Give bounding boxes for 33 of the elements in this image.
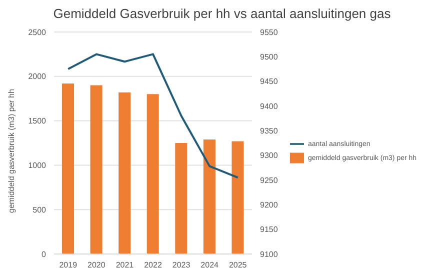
- x-tick-label: 2022: [144, 260, 162, 270]
- x-tick-label: 2025: [228, 260, 248, 270]
- bar: [146, 94, 159, 254]
- y2-tick-label: 9450: [260, 77, 278, 86]
- y-tick-label: 1500: [28, 116, 47, 126]
- y2-tick-label: 9200: [260, 200, 278, 210]
- y2-tick-label: 9100: [260, 250, 278, 259]
- x-tick-label: 2023: [172, 260, 191, 270]
- y2-tick-label: 9400: [260, 102, 278, 111]
- y2-tick-label: 9300: [260, 151, 278, 160]
- x-tick-label: 2020: [88, 260, 106, 270]
- bar: [175, 143, 188, 254]
- bar: [203, 139, 216, 254]
- y-tick-label: 1000: [28, 161, 47, 170]
- line-series: [67, 53, 239, 179]
- y-tick-label: 2000: [28, 72, 47, 82]
- x-tick-label: 2024: [200, 260, 220, 270]
- chart-title: Gemiddeld Gasverbruik per hh vs aantal aansluitingen gas: [52, 5, 392, 23]
- y-tick-label: 500: [32, 205, 47, 214]
- bar: [232, 141, 244, 254]
- bar: [118, 92, 131, 254]
- x-tick-label: 2019: [59, 260, 78, 270]
- y2-tick-label: 9250: [260, 176, 278, 185]
- y-tick-label: 0: [42, 250, 47, 259]
- y2-tick-label: 9350: [260, 126, 278, 136]
- y2-tick-label: 9550: [260, 28, 278, 37]
- bar: [62, 84, 74, 254]
- y-tick-label: 2500: [28, 28, 47, 37]
- x-tick-label: 2021: [116, 260, 134, 270]
- y-axis-title: gemiddeld gasverbruik (m3) per hh: [6, 88, 16, 213]
- y2-tick-label: 9150: [260, 225, 278, 234]
- y2-tick-label: 9500: [260, 52, 278, 62]
- bar: [90, 85, 102, 254]
